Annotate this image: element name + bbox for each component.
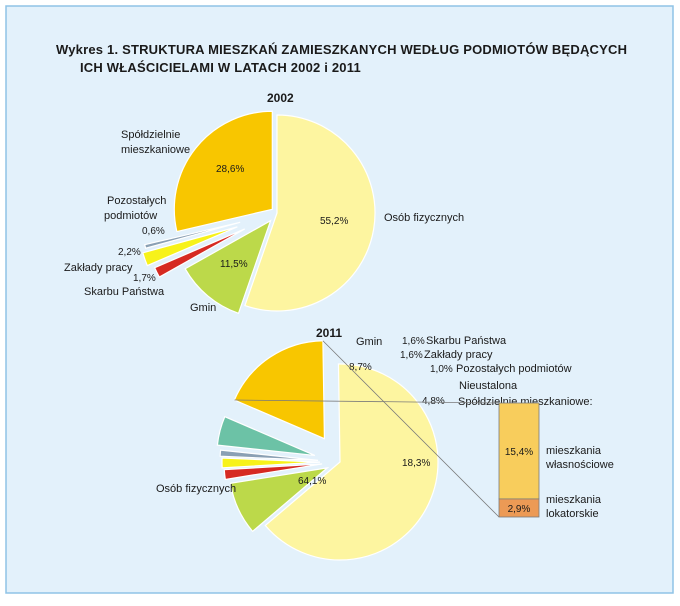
breakdown-connector-bottom — [322, 340, 500, 518]
pie2002-slice-gmin — [184, 219, 272, 315]
chart-title-line2: ICH WŁAŚCICIELAMI W LATACH 2002 i 2011 — [80, 60, 361, 75]
breakdown-wlasnosciowe-label-2: własnościowe — [545, 459, 614, 471]
pie-2011-skarb-value: 1,6% — [402, 336, 425, 347]
pie-2002-title: 2002 — [267, 91, 294, 105]
pie-2011-nieustalona-value: 4,8% — [422, 396, 445, 407]
pie-2002-spoldzielnie-label-1: Spółdzielnie — [121, 129, 180, 141]
pie-2002-gminy-value: 11,5% — [220, 259, 248, 270]
pie2002-slice-skarbu-panstwa — [153, 228, 246, 278]
pie-2011-zaklady-label: Zakłady pracy — [424, 349, 493, 361]
pie-2002-zaklady-label: Zakłady pracy — [64, 262, 133, 274]
pie-2002-spoldzielnie-label-2: mieszkaniowe — [121, 144, 190, 156]
pie2011-slice-gmin — [229, 466, 330, 533]
chart-title-line1: Wykres 1. STRUKTURA MIESZKAŃ ZAMIESZKANY… — [56, 42, 627, 57]
breakdown-bar-lokatorskie — [498, 498, 540, 518]
pie-2011-gminy-value: 8,7% — [349, 362, 372, 373]
breakdown-lokatorskie-value: 2,9% — [508, 504, 531, 515]
pie-2002-spoldzielnie-value: 28,6% — [216, 164, 244, 175]
pie-2011-osoby-label: Osób fizycznych — [156, 483, 236, 495]
pie2002-slice-osob-fizycznych — [244, 114, 376, 312]
breakdown-lokatorskie-label-2: lokatorskie — [546, 508, 599, 520]
pie-2002-pozostale-label-2: podmiotów — [104, 210, 157, 222]
pie-2002 — [142, 110, 376, 315]
breakdown-wlasnosciowe-label-1: mieszkania — [546, 445, 602, 457]
pie-2002-osoby-label: Osób fizycznych — [384, 212, 464, 224]
pie-2011-zaklady-value: 1,6% — [400, 350, 423, 361]
pie2011-slice-zaklady-pracy — [221, 457, 321, 469]
pie-2002-osoby-value: 55,2% — [320, 216, 348, 227]
pie-2011-breakdown-title: Spółdzielnie mieszkaniowe: — [458, 396, 593, 408]
pie-2002-gminy-label: Gmin — [190, 302, 216, 314]
pie-2011-nieustalona-label: Nieustalona — [459, 380, 518, 392]
pie2002-slice-zaklady-pracy — [142, 226, 238, 267]
pie-2011-spoldzielnie-value: 18,3% — [402, 458, 430, 469]
pie-2011-pozostale-label: Pozostałych podmiotów — [456, 363, 572, 375]
pie-2002-pozostale-label-1: Pozostałych — [107, 195, 166, 207]
pie-2002-skarb-value: 1,7% — [133, 273, 156, 284]
breakdown-wlasnosciowe-value: 15,4% — [505, 447, 533, 458]
pie-2011-title: 2011 — [316, 326, 342, 340]
breakdown-bar-wlasnosciowe — [498, 402, 540, 500]
pie-2011-pozostale-value: 1,0% — [430, 364, 453, 375]
breakdown-lokatorskie-label-1: mieszkania — [546, 494, 602, 506]
pie2011-slice-nieustalona — [216, 415, 316, 457]
breakdown-connector-top — [234, 399, 500, 404]
pie2002-slice-spoldzielnie-mieszkaniowe — [173, 110, 273, 233]
pie-2002-skarb-label: Skarbu Państwa — [84, 286, 165, 298]
pie2011-slice-spoldzielnie-mieszkaniowe — [233, 340, 326, 440]
pie2002-slice-pozostalych-podmiotow — [144, 221, 241, 249]
pie-2002-zaklady-value: 2,2% — [118, 247, 141, 258]
pie-2011-gminy-label: Gmin — [356, 336, 382, 348]
pie2011-slice-skarbu-panstwa — [223, 463, 323, 481]
pie-2011-skarb-label: Skarbu Państwa — [426, 335, 507, 347]
pie-2011-osoby-value: 64,1% — [298, 476, 326, 487]
pie2011-slice-pozostalych-podmiotow — [219, 449, 319, 461]
breakdown-column — [234, 340, 540, 518]
pie-2002-pozostale-value: 0,6% — [142, 226, 165, 237]
